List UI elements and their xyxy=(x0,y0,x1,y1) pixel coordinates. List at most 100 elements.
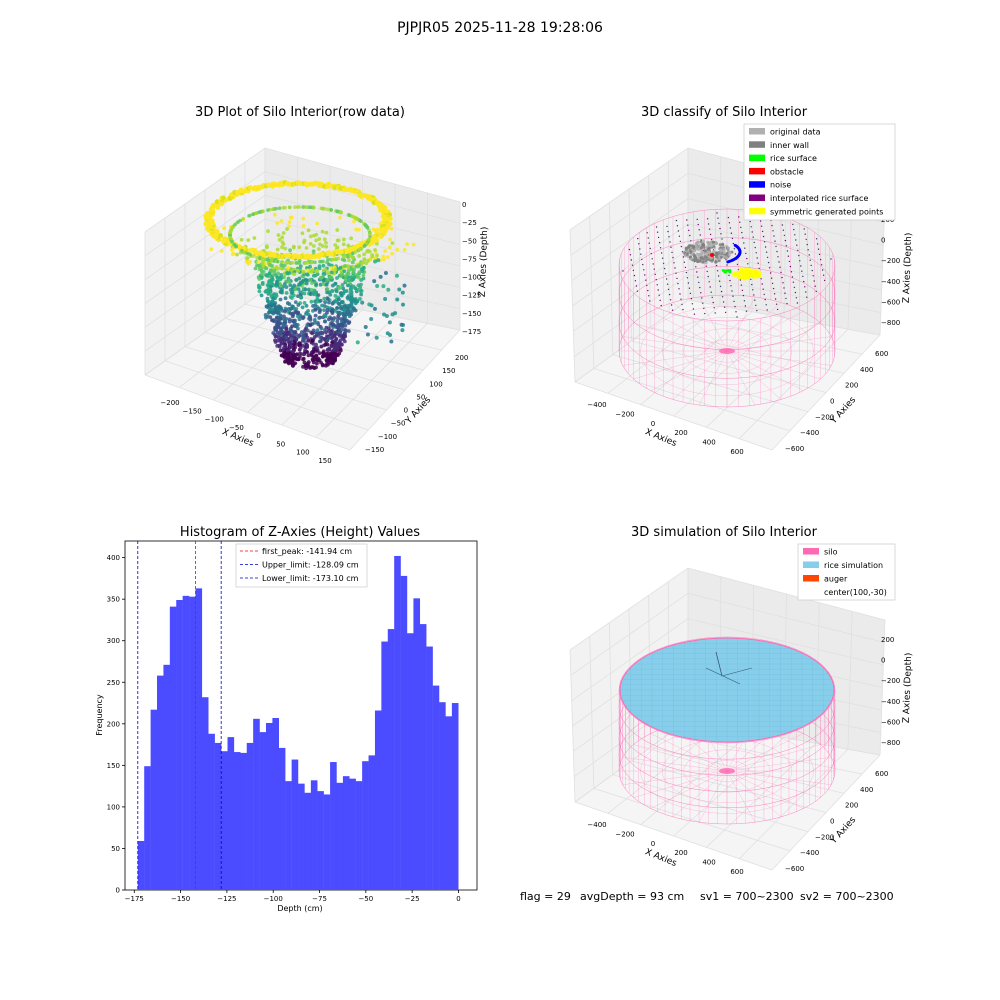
histogram-bar xyxy=(362,761,369,890)
legend-entry: obstacle xyxy=(770,167,804,176)
histogram-bar xyxy=(451,703,459,890)
classify-3d-z-tick-label: −800 xyxy=(881,319,900,327)
histogram-y-ticks: 0 50 100 150 200 250 300 350 400 xyxy=(107,554,125,895)
classify-3d-y-tick-label: 200 xyxy=(845,382,858,390)
histogram-bar xyxy=(413,598,421,890)
histogram-bar xyxy=(265,722,273,890)
histogram-x-tick-label: 0 xyxy=(456,895,460,903)
histogram-bar xyxy=(221,751,228,890)
classify-3d-y-tick-label: 400 xyxy=(860,366,873,374)
classify-3d-y-tick-label: −600 xyxy=(785,445,804,453)
raw-3d-y-tick-label: 50 xyxy=(416,393,425,401)
simulation-3d-y-tick-label: −400 xyxy=(800,849,819,857)
raw-3d-y-tick-label: 100 xyxy=(429,380,442,388)
raw-3d-z-tick-label: −125 xyxy=(462,292,481,300)
panel-histogram: Histogram of Z-Axies (Height) Values −17… xyxy=(95,525,478,913)
raw-3d-y-tick-label: −100 xyxy=(378,433,397,441)
histogram-title: Histogram of Z-Axies (Height) Values xyxy=(180,525,420,540)
simulation-3d-xlabel: X Axies xyxy=(643,847,678,869)
legend-patch xyxy=(803,575,819,582)
histogram-x-tick-label: −125 xyxy=(217,895,236,903)
histogram-x-ticks: −175 −150 −125 −100 −75 −50 −25 0 xyxy=(125,890,461,903)
histogram-bar xyxy=(208,733,215,890)
status-sv1: sv1 = 700~2300 xyxy=(700,890,794,903)
histogram-y-tick-label: 150 xyxy=(107,762,120,770)
raw-3d-y-tick-label: 150 xyxy=(442,367,455,375)
raw-3d-x-tick-label: −150 xyxy=(183,407,202,415)
classify-3d-z-tick-label: −400 xyxy=(881,278,900,286)
classify-3d-x-tick-label: −400 xyxy=(587,401,606,409)
simulation-3d-x-tick-label: 400 xyxy=(702,859,715,867)
histogram-bar xyxy=(304,792,312,890)
histogram-bar xyxy=(227,737,235,890)
histogram-bar xyxy=(144,766,151,890)
histogram-bar xyxy=(157,675,164,890)
histogram-bar xyxy=(407,633,414,890)
raw-3d-axes-box xyxy=(144,147,461,451)
legend-patch xyxy=(749,128,765,135)
histogram-bar xyxy=(336,782,344,890)
legend-patch xyxy=(803,548,819,555)
histogram-bar xyxy=(374,710,382,890)
raw-3d-title: 3D Plot of Silo Interior(row data) xyxy=(195,105,405,120)
histogram-y-tick-label: 50 xyxy=(111,845,120,853)
simulation-3d-y-tick-label: −200 xyxy=(815,833,834,841)
histogram-bar xyxy=(176,599,183,890)
simulation-3d-z-tick-label: 200 xyxy=(881,636,894,644)
raw-3d-x-tick-label: −100 xyxy=(205,416,224,424)
raw-3d-x-tick-label: 150 xyxy=(318,457,331,465)
panel-raw-3d: 3D Plot of Silo Interior(row data) −200−… xyxy=(144,105,490,465)
histogram-ylabel: Frequency xyxy=(95,694,104,736)
histogram-bar xyxy=(163,664,171,890)
histogram-bar xyxy=(169,606,177,890)
raw-3d-points xyxy=(203,180,416,371)
histogram-bar xyxy=(317,791,324,890)
histogram-bar xyxy=(253,718,260,890)
legend-entry: silo xyxy=(824,548,838,557)
histogram-x-tick-label: −25 xyxy=(405,895,420,903)
raw-3d-z-tick-label: −150 xyxy=(462,310,481,318)
classify-3d-x-tick-label: −200 xyxy=(615,410,634,418)
simulation-3d-x-tick-label: 0 xyxy=(651,840,655,848)
histogram-bar xyxy=(419,624,427,890)
legend-patch xyxy=(749,154,765,162)
classify-3d-x-tick-label: 200 xyxy=(674,429,687,437)
histogram-x-tick-label: −50 xyxy=(358,895,373,903)
legend-patch xyxy=(749,181,765,188)
histogram-bar xyxy=(285,781,292,890)
simulation-3d-title: 3D simulation of Silo Interior xyxy=(631,525,818,540)
simulation-legend: silo rice simulation auger center(100,-30) xyxy=(797,543,896,601)
classify-3d-x-tick-label: 400 xyxy=(702,439,715,447)
classify-3d-x-tick-label: 600 xyxy=(730,448,743,456)
histogram-bar xyxy=(278,747,286,890)
histogram-bar xyxy=(233,752,241,890)
histogram-bar xyxy=(323,794,331,890)
raw-3d-zlabel: Z Axies (Depth) xyxy=(478,227,490,298)
histogram-bar xyxy=(349,778,356,890)
simulation-3d-x-tick-label: 600 xyxy=(730,868,743,876)
raw-3d-x-tick-label: −200 xyxy=(160,399,179,407)
classify-3d-z-tick-label: −200 xyxy=(881,257,900,265)
panel-simulation-3d: 3D simulation of Silo Interior −400 −200 0… xyxy=(569,525,914,876)
raw-3d-z-tick-label: −175 xyxy=(462,328,481,336)
histogram-bar xyxy=(150,709,158,890)
legend-entry: inner wall xyxy=(770,141,809,150)
histogram-bar xyxy=(394,555,401,890)
raw-3d-z-tick-label: −50 xyxy=(462,237,477,245)
histogram-vlines xyxy=(137,541,222,890)
histogram-legend: first_peak: -141.94 cm Upper_limit: -128.… xyxy=(235,543,368,588)
simulation-3d-x-tick-label: −400 xyxy=(587,821,606,829)
raw-3d-y-tick-label: 200 xyxy=(455,354,468,362)
histogram-bar xyxy=(439,702,446,890)
histogram-x-tick-label: −150 xyxy=(171,895,190,903)
status-line: flag = 29 avgDepth = 93 cm sv1 = 700~230… xyxy=(520,890,894,903)
histogram-legend-entry: first_peak: -141.94 cm xyxy=(262,547,352,556)
raw-3d-z-tick-label: −100 xyxy=(462,274,481,282)
simulation-3d-y-tick-label: 0 xyxy=(830,818,834,826)
histogram-bar xyxy=(259,732,267,890)
classify-legend: original data inner wall rice surface obsta… xyxy=(743,123,896,221)
histogram-bars xyxy=(137,555,459,890)
histogram-x-tick-label: −100 xyxy=(264,895,283,903)
status-sv2: sv2 = 700~2300 xyxy=(800,890,894,903)
